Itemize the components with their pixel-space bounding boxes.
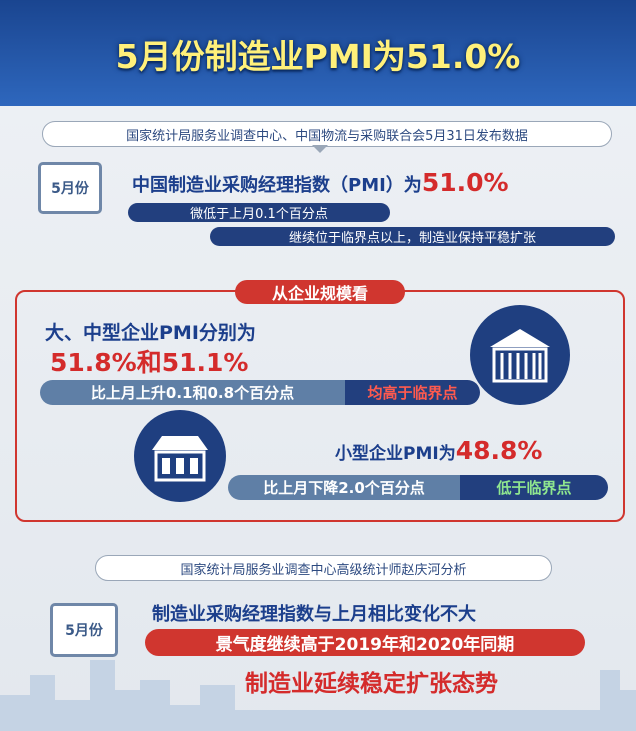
headline-value: 51.0% — [421, 168, 509, 197]
pointer — [312, 145, 328, 153]
small-status: 低于临界点 — [460, 475, 608, 500]
large-status: 均高于临界点 — [345, 380, 480, 405]
headline: 中国制造业采购经理指数（PMI）为 — [132, 175, 422, 196]
large-change: 比上月上升0.1和0.8个百分点 — [40, 380, 345, 405]
large-label: 大、中型企业PMI分别为 — [45, 322, 256, 344]
header-band — [0, 0, 636, 106]
large-value: 51.8%和51.1% — [50, 348, 249, 377]
small-label: 小型企业PMI为 — [335, 444, 456, 464]
small-row: 小型企业PMI为48.8% — [335, 436, 542, 465]
bullet: 继续位于临界点以上，制造业保持平稳扩张 — [210, 227, 615, 246]
small-value: 48.8% — [455, 436, 543, 465]
calendar: 5月份 — [50, 603, 118, 657]
section-tag: 从企业规模看 — [235, 280, 405, 304]
analysis-line: 景气度继续高于2019年和2020年同期 — [145, 629, 585, 656]
building-icon — [470, 305, 570, 405]
title: 5月份制造业PMI为51.0% — [115, 37, 521, 76]
release-source: 国家统计局服务业调查中心、中国物流与采购联合会5月31日发布数据 — [42, 121, 612, 147]
bullet: 微低于上月0.1个百分点 — [128, 203, 390, 222]
analysis-line: 制造业延续稳定扩张态势 — [245, 671, 498, 697]
house-icon — [134, 410, 226, 502]
headline-row: 中国制造业采购经理指数（PMI）为51.0% — [132, 168, 509, 197]
skyline — [0, 660, 636, 731]
small-change: 比上月下降2.0个百分点 — [228, 475, 460, 500]
calendar: 5月份 — [38, 162, 102, 214]
analysis-source: 国家统计局服务业调查中心高级统计师赵庆河分析 — [95, 555, 552, 581]
analysis-line: 制造业采购经理指数与上月相比变化不大 — [152, 604, 476, 625]
